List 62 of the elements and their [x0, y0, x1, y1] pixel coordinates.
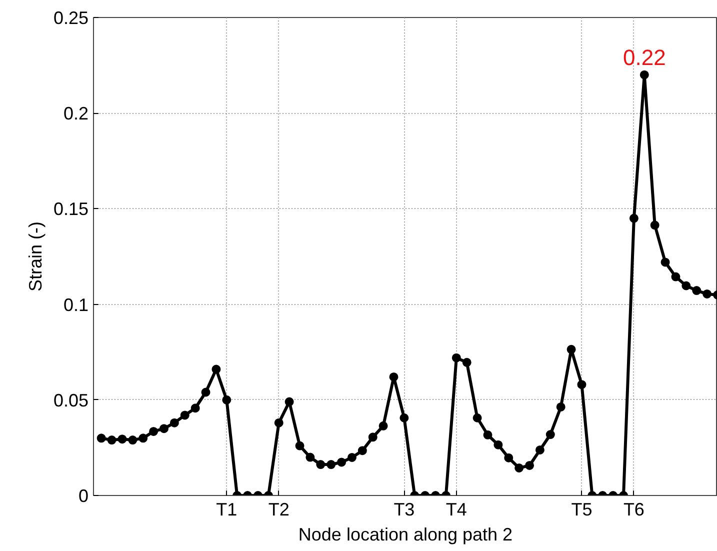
x-tick-label: T2: [268, 500, 290, 520]
y-tick-label: 0.05: [53, 390, 89, 410]
x-tick-label: T4: [446, 500, 467, 520]
point: [347, 452, 356, 462]
point: [128, 436, 138, 445]
y-tick-label: 0.1: [63, 294, 89, 315]
point: [546, 430, 555, 439]
point: [577, 380, 586, 390]
point: [159, 424, 168, 434]
point: [138, 434, 148, 443]
point: [212, 364, 221, 374]
point: [96, 434, 106, 443]
point: [170, 418, 179, 428]
point: [358, 446, 367, 456]
x-tick-label: T6: [623, 500, 644, 520]
data-label: 0.22: [622, 44, 666, 70]
point: [316, 460, 326, 470]
point: [118, 434, 127, 444]
point: [702, 289, 712, 298]
point: [201, 388, 210, 397]
y-tick-label: 0.15: [53, 199, 89, 220]
y-axis-title: Strain (-): [25, 221, 46, 292]
point: [629, 214, 638, 223]
point: [483, 430, 492, 440]
point: [107, 436, 116, 445]
point: [180, 410, 190, 420]
point: [650, 220, 660, 230]
point: [525, 460, 534, 470]
point: [640, 70, 649, 80]
point: [504, 453, 514, 462]
point: [494, 440, 503, 450]
y-tick-label: 0.2: [63, 104, 89, 124]
x-axis-title: Node location along path 2: [298, 524, 513, 544]
point: [671, 272, 680, 282]
point: [692, 286, 702, 296]
point: [452, 353, 461, 362]
y-tick-label: 0.25: [53, 8, 89, 28]
point: [274, 418, 284, 428]
point: [190, 404, 200, 413]
y-tick-label: 0: [78, 486, 89, 506]
point: [535, 446, 544, 454]
point: [566, 344, 576, 354]
point: [306, 452, 315, 462]
point: [682, 281, 691, 290]
point: [378, 421, 388, 430]
point: [556, 402, 566, 412]
x-tick-label: T5: [571, 500, 592, 520]
point: [514, 463, 524, 472]
point: [472, 413, 482, 422]
point: [400, 413, 409, 422]
point: [222, 395, 232, 404]
point: [462, 358, 472, 367]
point: [326, 460, 336, 470]
point: [389, 372, 398, 382]
x-tick-label: T3: [394, 500, 415, 520]
point: [660, 258, 670, 267]
point: [337, 458, 346, 467]
point: [284, 397, 294, 406]
point: [368, 432, 378, 442]
point: [149, 426, 158, 436]
point: [295, 441, 304, 450]
x-tick-label: T1: [216, 500, 238, 520]
